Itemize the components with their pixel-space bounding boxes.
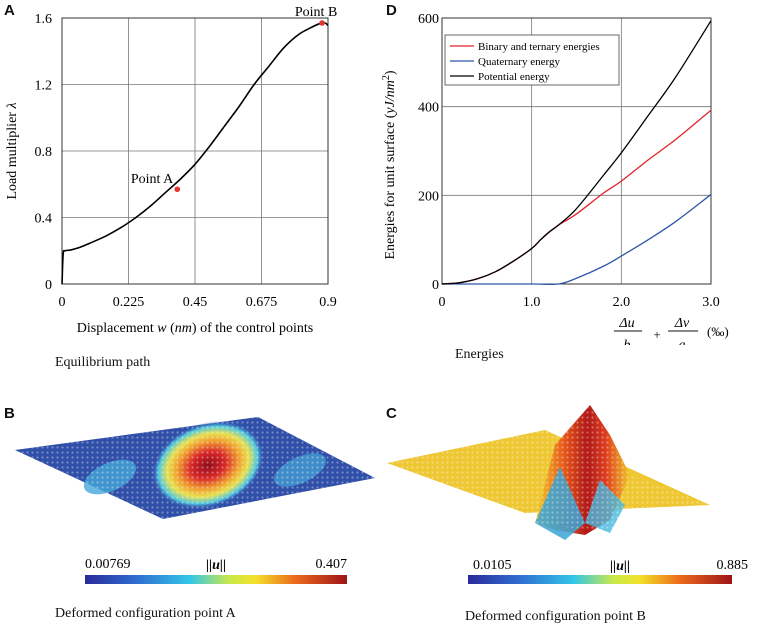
- chart-d-xlabel: Δu b + Δv a (‰): [614, 316, 729, 345]
- annotation-point: [319, 20, 325, 26]
- panel-letter-a: A: [4, 2, 15, 19]
- y-tick-label: 400: [418, 101, 439, 116]
- deformed-surface-b: 0.0105 0.885 ||u||: [387, 405, 749, 584]
- legend-box: [444, 34, 620, 86]
- series-line-blue: [442, 193, 712, 286]
- legend-binary: Binary and ternary energies: [478, 41, 600, 53]
- xlabel-dv: Δv: [674, 316, 690, 331]
- lattice-dots-b: [387, 405, 710, 533]
- xlabel-a: a: [679, 338, 686, 345]
- lattice-dots-a: [15, 417, 375, 519]
- x-tick-label: 0.675: [246, 295, 278, 310]
- panel-letter-c: C: [386, 405, 397, 422]
- chart-equilibrium-path: 0 0.225 0.45 0.675 0.900.40.81.21.6 Point AP…: [5, 5, 337, 336]
- y-tick-label: 0: [432, 278, 439, 293]
- xlabel-permille: (‰): [707, 324, 729, 339]
- y-tick-label: 600: [418, 12, 439, 27]
- legend-potential: Potential energy: [478, 71, 550, 83]
- caption-deformed-b: Deformed configuration point B: [465, 609, 646, 624]
- colorbar-b-min: 0.0105: [473, 558, 512, 573]
- y-tick-label: 0.8: [35, 145, 53, 160]
- panel-letter-b: B: [4, 405, 15, 422]
- x-tick-label: 2.0: [613, 295, 631, 310]
- chart-a-ticks: 0 0.225 0.45 0.675 0.9 0 0.4 0.8 1.2 1.6: [35, 12, 337, 310]
- y-tick-label: 200: [418, 189, 439, 204]
- colorbar-b-label: ||u||: [610, 559, 630, 574]
- deformed-surface-a: 0.00769 0.407 ||u||: [15, 417, 375, 584]
- y-tick-label: 1.2: [35, 79, 53, 94]
- colorbar-b-max: 0.885: [717, 558, 749, 573]
- y-tick-label: 0: [45, 278, 52, 293]
- x-tick-label: 0.225: [113, 295, 145, 310]
- chart-d-frame: [441, 17, 712, 285]
- colorbar-b: [468, 575, 732, 584]
- chart-a-ylabel: Load multiplier λ: [5, 102, 20, 199]
- x-tick-label: 1.0: [523, 295, 541, 310]
- caption-energies: Energies: [455, 347, 504, 362]
- chart-d-lines: [441, 20, 712, 286]
- annotation-label: Point B: [295, 5, 337, 20]
- x-tick-label: 0: [59, 295, 66, 310]
- annotation-label: Point A: [131, 172, 174, 187]
- annotation-point: [174, 186, 181, 193]
- colorbar-a-label: ||u||: [206, 558, 226, 573]
- x-tick-label: 3.0: [702, 295, 720, 310]
- colorbar-a-max: 0.407: [316, 557, 348, 572]
- x-tick-label: 0.45: [183, 295, 208, 310]
- panel-letter-d: D: [386, 2, 397, 19]
- equilibrium-path-line: [61, 22, 329, 285]
- chart-d-legend: Binary and ternary energies Quaternary e…: [444, 34, 620, 86]
- y-tick-label: 0.4: [35, 212, 53, 227]
- chart-a-frame: [61, 17, 329, 285]
- chart-d-ylabel: Energies for unit surface (yJ/nm2): [381, 70, 398, 259]
- chart-energies: 0 1.0 2.0 3.0 0 200 400 600 Binary and ternary …: [381, 12, 729, 345]
- x-tick-label: 0: [439, 295, 446, 310]
- chart-a-xlabel: Displacement w (nm) of the control point…: [77, 321, 313, 336]
- chart-d-ticks: 0 1.0 2.0 3.0 0 200 400 600: [418, 12, 720, 310]
- xlabel-du: Δu: [618, 316, 634, 331]
- xlabel-plus: +: [653, 327, 660, 342]
- y-tick-label: 1.6: [35, 12, 53, 27]
- chart-a-points: Point A Point B: [131, 5, 337, 193]
- xlabel-b: b: [624, 338, 631, 345]
- colorbar-a-min: 0.00769: [85, 557, 131, 572]
- colorbar-a: [85, 575, 347, 584]
- series-line-black: [441, 20, 712, 285]
- chart-a-grid: [61, 17, 329, 285]
- caption-deformed-a: Deformed configuration point A: [55, 606, 236, 621]
- legend-quaternary: Quaternary energy: [478, 56, 560, 68]
- x-tick-label: 0.9: [319, 295, 337, 310]
- series-line-red: [441, 109, 712, 285]
- caption-equilibrium-path: Equilibrium path: [55, 355, 151, 370]
